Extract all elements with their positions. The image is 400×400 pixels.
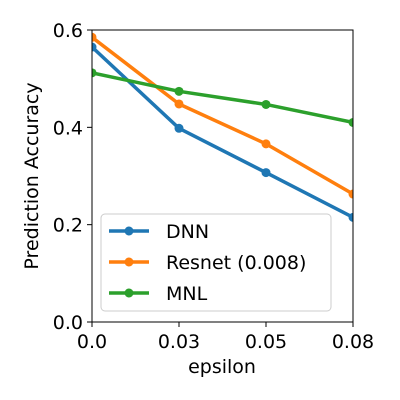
legend-label: DNN [166,221,209,243]
data-point [174,86,184,96]
data-point [348,189,353,199]
data-point [348,117,353,127]
legend-box [100,213,332,312]
data-point [261,99,271,109]
y-axis-label: Prediction Accuracy [21,82,43,269]
legend-swatch-marker [124,226,134,236]
y-tick-label: 0.2 [53,215,83,237]
data-point [261,139,271,149]
y-tick-label: 0.6 [53,20,83,42]
y-tick-label: 0.0 [53,312,83,334]
series-line-2 [92,71,353,125]
data-point [174,123,184,133]
data-point [92,68,97,78]
y-axis-ticks: 0.0 0.2 0.4 0.6 [53,20,92,334]
series-line-1 [92,35,353,196]
legend-swatch-marker [124,288,134,298]
legend-label: MNL [166,283,208,305]
legend: DNN Resnet (0.008) MNL [100,213,332,312]
legend-label: Resnet (0.008) [166,252,306,274]
data-point [348,212,353,222]
x-axis-ticks: 0.0 0.03 0.05 0.08 [77,322,374,353]
x-tick-label: 0.0 [77,331,107,353]
x-tick-label: 0.05 [245,331,287,353]
axes-frame [91,29,354,323]
series-line-0 [92,45,353,219]
data-point [174,99,184,109]
x-tick-label: 0.08 [332,331,374,353]
x-tick-label: 0.03 [158,331,200,353]
data-point [261,168,271,178]
y-tick-label: 0.4 [53,117,83,139]
x-axis-label: epsilon [188,356,256,378]
data-point [92,42,97,52]
data-point [92,32,97,42]
legend-swatch-marker [124,257,134,267]
series-layer [92,32,353,222]
